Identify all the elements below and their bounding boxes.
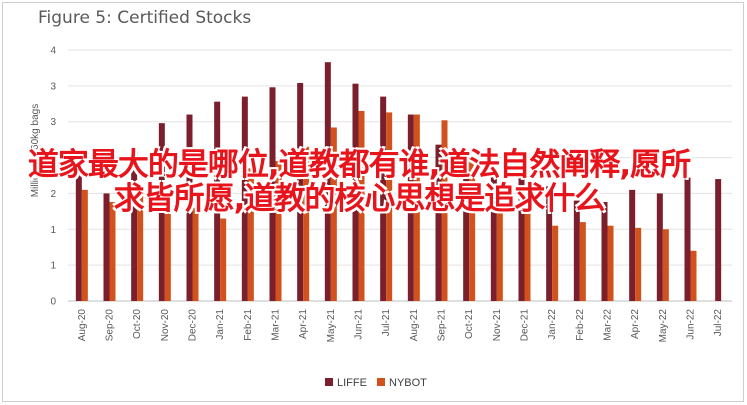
bar-liffe [656,193,663,301]
y-tick-label: 4 [50,46,56,57]
bar-nybot [635,227,642,301]
bar-liffe [324,62,331,301]
x-tick-label: Jun-21 [354,309,365,340]
bar-liffe [715,179,722,301]
legend-swatch-liffe [325,378,333,386]
bar-nybot [109,202,116,301]
x-tick-label: Mar-22 [603,309,614,341]
bar-nybot [662,229,669,301]
bar-liffe [103,193,110,301]
y-tick-label: 3 [50,81,56,92]
bar-liffe [684,177,691,301]
x-tick-label: Nov-20 [160,309,171,342]
bar-liffe [352,83,359,301]
legend-label-liffe: LIFFE [337,377,367,389]
bar-liffe [186,114,193,302]
x-tick-label: Feb-21 [243,309,254,341]
x-tick-label: Jul-21 [381,309,392,337]
bar-liffe [463,161,470,301]
x-tick-label: May-21 [326,309,337,343]
legend-swatch-nybot [377,378,385,386]
overlay-watermark-text: 道家最大的是哪位,道教都有谁,道法自然阐释,愿所求皆所愿,道教的核心思想是追求什… [27,147,691,217]
bar-nybot [164,207,171,301]
bar-nybot [524,206,531,301]
bar-liffe [629,189,636,301]
bar-nybot [192,207,199,301]
bar-nybot [137,187,144,301]
legend-label-nybot: NYBOT [389,377,427,389]
bar-liffe [269,87,276,301]
y-axis-title: Millions of 60kg bags [30,104,41,197]
bar-liffe [241,96,248,301]
bar-liffe [131,151,138,301]
bar-liffe [214,101,221,302]
bar-nybot [275,161,282,301]
chart-title: Figure 5: Certified Stocks [38,8,252,28]
bar-liffe [601,202,608,301]
bar-liffe [490,175,497,301]
x-tick-label: Sep-20 [105,309,116,342]
bar-nybot [496,186,503,301]
x-tick-label: Apr-22 [630,309,641,339]
bar-liffe [573,200,580,301]
y-tick-label: 1 [50,261,56,272]
x-tick-label: Nov-21 [492,309,503,342]
x-tick-label: Aug-20 [77,309,88,342]
x-tick-label: Dec-21 [520,309,531,342]
x-tick-label: Jun-22 [686,309,697,340]
y-tick-label: 2 [50,189,56,200]
bar-nybot [690,250,697,301]
x-tick-label: Apr-21 [298,309,309,339]
bar-nybot [330,127,337,301]
bar-liffe [297,82,304,301]
x-tick-label: Sep-21 [437,309,448,342]
x-tick-label: Aug-21 [409,309,420,342]
bar-nybot [441,120,448,301]
x-tick-label: Dec-20 [188,309,199,342]
bar-nybot [358,110,365,301]
bar-liffe [518,177,525,301]
x-tick-label: May-22 [658,309,669,343]
bar-nybot [469,156,476,301]
bar-nybot [607,225,614,301]
bar-nybot [413,114,420,302]
x-tick-label: Feb-22 [575,309,586,341]
bar-liffe [380,96,387,301]
x-tick-label: Oct-21 [464,309,475,339]
bar-nybot [579,222,586,301]
x-tick-label: Jul-22 [713,309,724,337]
bar-liffe [435,144,442,301]
y-tick-label: 0 [50,297,56,308]
bar-liffe [546,186,553,301]
bar-nybot [303,146,310,301]
y-tick-label: 1 [50,225,56,236]
bar-liffe [75,175,82,301]
bar-nybot [220,218,227,301]
bar-nybot [386,112,393,302]
x-tick-label: Jan-22 [547,309,558,340]
x-tick-label: Jan-21 [215,309,226,340]
bar-liffe [158,123,165,301]
y-tick-label: 2 [50,153,56,164]
bar-nybot [552,225,559,301]
x-tick-label: Mar-21 [271,309,282,341]
bar-liffe [407,114,414,302]
bar-nybot [81,189,88,301]
x-tick-label: Oct-20 [132,309,143,339]
y-tick-label: 3 [50,117,56,128]
bar-nybot [247,168,254,301]
